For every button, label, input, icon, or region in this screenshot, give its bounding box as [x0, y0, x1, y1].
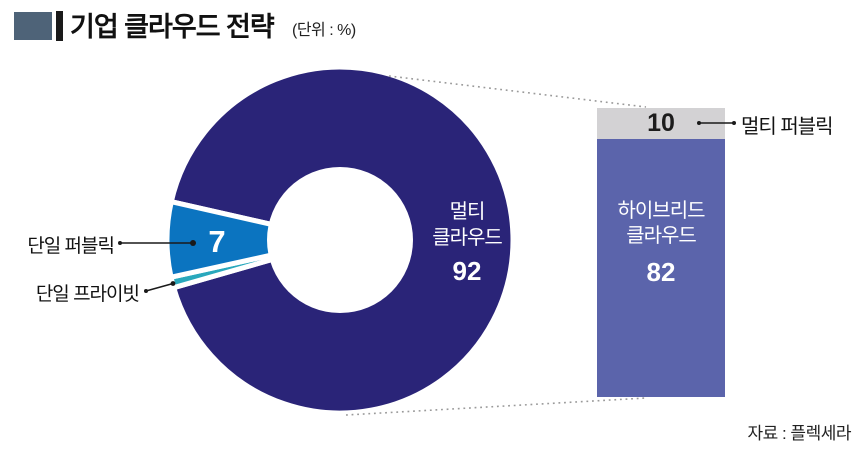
multi-cloud-label-line2: 클라우드 — [432, 227, 503, 249]
single-public-value: 7 — [208, 224, 226, 259]
callout-multi-public-label: 멀티 퍼블릭 — [741, 116, 834, 138]
multi-public-value: 10 — [647, 109, 675, 138]
title-marker-square-icon — [14, 12, 52, 40]
unit-label: (단위 : %) — [292, 22, 356, 39]
source-label: 자료 : 플렉세라 — [747, 424, 851, 443]
hybrid-cloud-label-line1: 하이브리드 — [617, 200, 706, 223]
bar-chart: 10 하이브리드 클라우드 82 — [597, 108, 725, 397]
donut-chart — [164, 64, 516, 416]
callout-single-public-label: 단일 퍼블릭 — [27, 236, 115, 257]
callout-single-private-label: 단일 프라이빗 — [35, 284, 140, 305]
hybrid-cloud-label-line2: 클라우드 — [626, 225, 697, 248]
hybrid-cloud-value: 82 — [646, 257, 676, 288]
multi-cloud-label-line1: 멀티 — [449, 201, 486, 223]
page-title: 기업 클라우드 전략 — [70, 12, 275, 42]
bar-segment-multi-public: 10 — [597, 108, 725, 140]
multi-cloud-value: 92 — [452, 256, 482, 286]
bar-segment-hybrid-cloud: 하이브리드 클라우드 82 — [597, 139, 725, 397]
title-marker-bar-icon — [56, 11, 63, 41]
donut-label-multi-cloud: 멀티 클라우드 92 — [402, 199, 532, 285]
